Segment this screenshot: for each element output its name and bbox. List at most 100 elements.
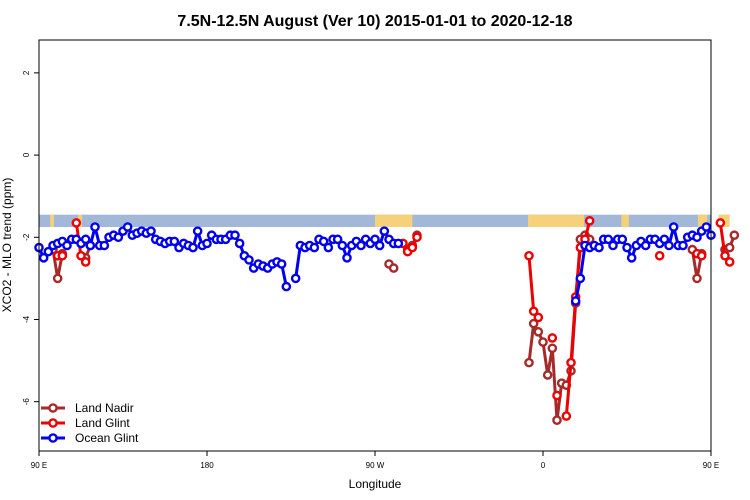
data-point xyxy=(561,411,572,421)
legend-marker xyxy=(48,418,58,428)
data-point xyxy=(528,306,539,317)
data-point xyxy=(80,234,91,245)
data-point xyxy=(547,343,558,354)
data-point xyxy=(234,238,245,249)
data-point xyxy=(701,222,712,232)
data-point xyxy=(640,240,651,251)
data-point xyxy=(664,240,674,251)
data-point xyxy=(169,236,180,247)
data-point xyxy=(374,240,385,251)
data-point xyxy=(524,250,534,261)
data-point xyxy=(729,230,740,241)
chart-title: 7.5N-12.5N August (Ver 10) 2015-01-01 to… xyxy=(177,13,572,30)
legend-item: Land Glint xyxy=(41,416,130,430)
data-point xyxy=(575,273,586,284)
y-tick-label: -6 xyxy=(22,398,31,406)
data-point xyxy=(379,226,390,236)
data-point xyxy=(692,273,702,284)
y-tick-label: 0 xyxy=(22,152,31,157)
y-tick-label: 2 xyxy=(22,70,31,75)
data-point xyxy=(533,312,544,323)
data-point xyxy=(678,240,688,251)
legend-item: Land Nadir xyxy=(41,401,134,415)
data-point xyxy=(552,390,562,401)
data-point xyxy=(146,226,156,236)
land-patch xyxy=(375,214,413,228)
data-point xyxy=(538,337,548,347)
data-point xyxy=(617,234,628,245)
data-point xyxy=(122,222,133,232)
data-point xyxy=(80,257,91,267)
axes: 90 E 180 90 W 0 90 E 2 0 -2 -4 -6 xyxy=(22,70,719,470)
x-tick-label: 0 xyxy=(541,461,546,470)
data-point xyxy=(542,370,553,380)
data-point xyxy=(594,242,604,253)
data-point xyxy=(309,242,320,253)
data-point xyxy=(71,218,82,228)
legend-marker xyxy=(48,433,58,443)
legend-item: Ocean Glint xyxy=(41,431,139,445)
land-patch xyxy=(621,214,629,228)
data-point xyxy=(244,255,254,265)
data-point xyxy=(692,232,702,243)
data-point xyxy=(57,250,68,261)
data-point xyxy=(547,333,558,343)
data-point xyxy=(342,253,352,263)
data-point xyxy=(626,253,637,263)
data-point xyxy=(668,222,679,232)
data-point xyxy=(584,216,595,226)
data-point xyxy=(38,253,49,263)
land-patch xyxy=(697,214,708,228)
legend-marker xyxy=(48,403,58,413)
y-tick-label: -2 xyxy=(22,233,31,241)
data-point xyxy=(370,234,380,245)
y-tick-label: -4 xyxy=(22,315,31,323)
series-ocean-glint xyxy=(34,222,716,306)
data-point xyxy=(622,242,632,253)
x-tick-label: 90 E xyxy=(703,461,719,470)
legend-label: Land Nadir xyxy=(75,401,134,415)
data-point xyxy=(608,240,618,251)
x-axis-label: Longitude xyxy=(349,477,402,491)
data-point xyxy=(188,242,198,253)
x-tick-label: 90 W xyxy=(366,461,385,470)
data-point xyxy=(337,240,348,251)
data-point xyxy=(528,318,539,329)
data-point xyxy=(552,415,562,425)
data-point xyxy=(192,226,203,236)
data-point xyxy=(570,296,581,306)
data-point xyxy=(412,232,422,243)
data-point xyxy=(276,259,287,269)
x-tick-label: 90 E xyxy=(31,461,47,470)
data-point xyxy=(524,357,534,368)
data-point xyxy=(654,250,665,261)
data-point xyxy=(281,281,292,292)
data-point xyxy=(52,273,63,284)
series-layer xyxy=(34,216,740,425)
legend-label: Land Glint xyxy=(75,416,130,430)
data-point xyxy=(659,234,670,245)
data-point xyxy=(332,234,343,245)
data-point xyxy=(715,218,726,228)
data-point xyxy=(696,250,707,261)
data-point xyxy=(533,327,544,337)
data-point xyxy=(323,242,334,253)
data-point xyxy=(90,222,100,232)
data-point xyxy=(393,238,404,249)
data-point xyxy=(724,257,735,267)
data-point xyxy=(356,240,366,251)
data-point xyxy=(724,242,735,253)
data-point xyxy=(43,246,54,257)
data-point xyxy=(407,242,418,253)
y-axis-label: XCO2 - MLO trend (ppm) xyxy=(0,178,14,313)
data-point xyxy=(720,250,730,261)
data-point xyxy=(230,230,240,241)
land-patch xyxy=(50,214,54,228)
land-ocean-band xyxy=(39,214,730,228)
data-point xyxy=(99,240,110,251)
land-patch xyxy=(528,214,585,228)
data-point xyxy=(290,273,301,284)
x-tick-label: 180 xyxy=(200,461,214,470)
